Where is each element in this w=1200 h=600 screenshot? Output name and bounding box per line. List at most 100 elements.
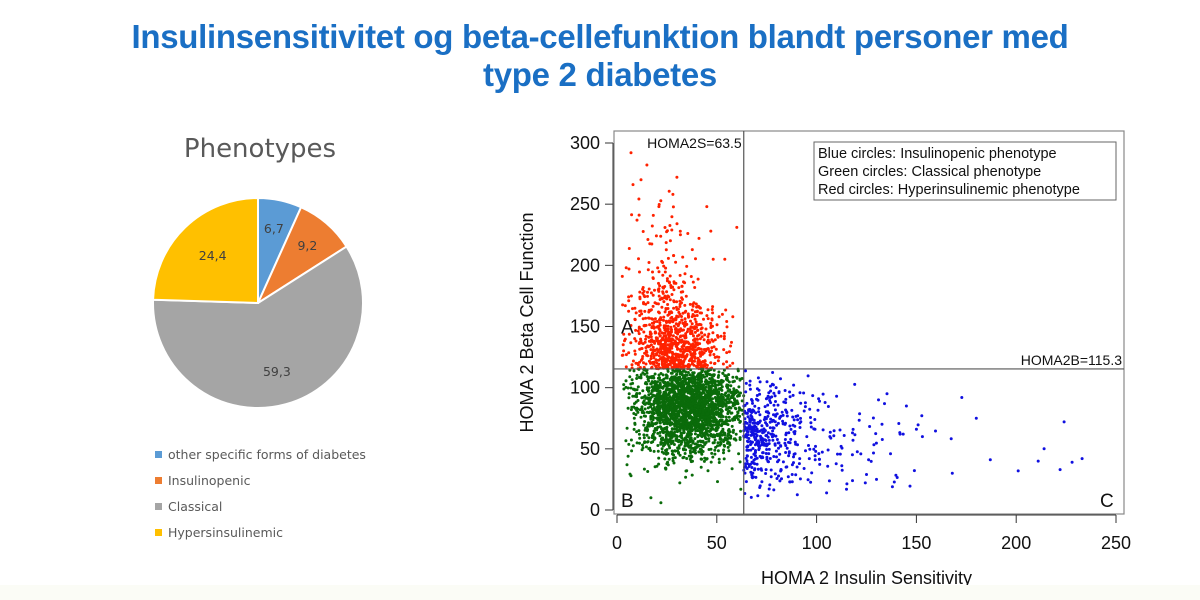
data-point bbox=[670, 293, 674, 296]
data-point bbox=[662, 390, 666, 394]
data-point bbox=[756, 422, 760, 426]
data-point bbox=[655, 395, 659, 399]
data-point bbox=[678, 406, 682, 410]
data-point bbox=[779, 414, 783, 418]
data-point bbox=[733, 418, 737, 422]
data-point bbox=[726, 419, 729, 423]
slide-title-line-2: type 2 diabetes bbox=[483, 56, 717, 93]
data-point bbox=[652, 402, 656, 405]
data-point bbox=[821, 428, 825, 432]
data-point bbox=[647, 339, 651, 343]
pie-data-label: 6,7 bbox=[264, 221, 284, 236]
data-point bbox=[649, 335, 653, 339]
data-point bbox=[640, 407, 644, 411]
data-point bbox=[673, 449, 677, 453]
data-point bbox=[662, 264, 666, 268]
data-point bbox=[637, 332, 641, 336]
data-point bbox=[671, 377, 675, 380]
data-point bbox=[771, 429, 775, 433]
data-point bbox=[673, 360, 676, 363]
data-point bbox=[672, 254, 676, 258]
data-point bbox=[665, 277, 669, 281]
data-point bbox=[761, 431, 765, 435]
data-point bbox=[659, 234, 663, 238]
data-point bbox=[671, 192, 675, 196]
data-point bbox=[679, 334, 683, 338]
data-point bbox=[658, 383, 662, 387]
data-point bbox=[678, 233, 682, 237]
data-point bbox=[675, 222, 679, 226]
data-point bbox=[675, 175, 679, 179]
data-point bbox=[813, 418, 817, 421]
data-point bbox=[688, 302, 692, 306]
data-point bbox=[775, 412, 779, 416]
data-point bbox=[634, 328, 638, 332]
data-point bbox=[736, 418, 740, 421]
data-point bbox=[725, 360, 729, 364]
data-point bbox=[756, 467, 760, 471]
data-point bbox=[704, 437, 708, 441]
data-point bbox=[691, 450, 695, 454]
data-point bbox=[696, 323, 700, 327]
data-point bbox=[622, 332, 626, 336]
data-point bbox=[738, 378, 742, 382]
data-point bbox=[699, 448, 703, 452]
data-point bbox=[637, 257, 640, 261]
data-point bbox=[705, 412, 709, 416]
data-point bbox=[684, 332, 688, 336]
data-point bbox=[644, 381, 648, 384]
data-point bbox=[711, 384, 715, 388]
data-point bbox=[700, 444, 704, 448]
data-point bbox=[711, 311, 715, 315]
data-point bbox=[696, 277, 700, 281]
data-point bbox=[792, 452, 796, 456]
data-point bbox=[733, 400, 737, 404]
data-point bbox=[624, 353, 628, 357]
data-point bbox=[679, 349, 683, 353]
data-point bbox=[754, 449, 757, 452]
data-point bbox=[672, 324, 676, 328]
data-point bbox=[760, 424, 764, 428]
data-point bbox=[649, 416, 653, 420]
data-point bbox=[707, 404, 711, 408]
data-point bbox=[717, 457, 721, 461]
data-point bbox=[644, 396, 648, 400]
data-point bbox=[727, 393, 731, 397]
data-point bbox=[688, 424, 692, 428]
data-point bbox=[712, 345, 716, 349]
data-point bbox=[637, 213, 641, 217]
data-point bbox=[722, 438, 726, 442]
data-point bbox=[671, 334, 675, 338]
data-point bbox=[660, 395, 664, 399]
data-point bbox=[652, 429, 656, 433]
x-axis-label: HOMA 2 Insulin Sensitivity bbox=[761, 568, 972, 588]
data-point bbox=[713, 438, 717, 442]
data-point bbox=[644, 334, 648, 338]
data-point bbox=[633, 349, 637, 353]
data-point bbox=[646, 268, 650, 272]
data-point bbox=[706, 308, 710, 312]
data-point bbox=[690, 398, 694, 402]
data-point bbox=[766, 431, 770, 435]
data-point bbox=[714, 347, 718, 351]
data-point bbox=[643, 309, 647, 313]
data-point bbox=[658, 390, 662, 394]
data-point bbox=[745, 459, 749, 463]
data-point bbox=[680, 301, 683, 305]
data-point bbox=[869, 459, 873, 463]
data-point bbox=[703, 431, 707, 435]
data-point bbox=[657, 281, 660, 285]
data-point bbox=[672, 306, 676, 310]
data-point bbox=[653, 465, 657, 469]
data-point bbox=[698, 439, 702, 443]
data-point bbox=[644, 337, 648, 341]
data-point bbox=[874, 432, 878, 436]
data-point bbox=[683, 303, 687, 307]
data-point bbox=[708, 380, 711, 384]
data-point bbox=[788, 390, 792, 394]
data-point bbox=[783, 389, 787, 392]
data-point bbox=[634, 413, 638, 417]
data-point bbox=[634, 339, 638, 343]
data-point bbox=[727, 436, 731, 440]
data-point bbox=[796, 414, 800, 418]
